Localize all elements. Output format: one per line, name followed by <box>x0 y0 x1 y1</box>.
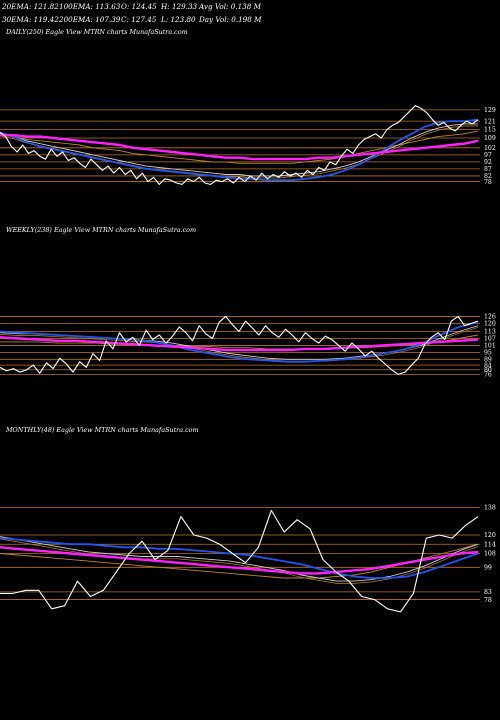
header-30ema: 30EMA: 119.42 <box>2 15 59 24</box>
monthly-20ema-line <box>0 537 479 579</box>
monthly-y-tick-label: 114 <box>484 541 496 548</box>
weekly-panel: WEEKLY(238) Eagle View MTRN charts Munaf… <box>0 226 496 379</box>
header: 20EMA: 121.82 100EMA: 113.63 O: 124.45 H… <box>1 2 262 24</box>
daily-chart-title: DAILY(250) Eagle View MTRN charts Munafa… <box>5 28 188 36</box>
weekly-y-tick-label: 101 <box>484 343 496 350</box>
daily-y-tick-label: 97 <box>484 152 492 159</box>
header-day-vol: Day Vol: 0.198 M <box>198 15 262 24</box>
daily-y-tick-label: 87 <box>484 166 492 173</box>
daily-30ema-line <box>0 123 478 177</box>
weekly-y-tick-label: 80 <box>484 367 492 374</box>
weekly-y-tick-label: 76 <box>484 372 492 379</box>
daily-y-tick-label: 129 <box>484 107 496 114</box>
monthly-y-tick-label: 83 <box>484 589 492 596</box>
weekly-200ema-line <box>0 336 479 352</box>
header-avg-vol: Avg Vol: 0.138 M <box>198 2 262 11</box>
daily-panel: DAILY(250) Eagle View MTRN charts Munafa… <box>0 28 496 186</box>
daily-200ema-line <box>0 133 479 161</box>
monthly-200ema-line <box>0 546 479 575</box>
weekly-y-tick-label: 113 <box>484 329 496 336</box>
weekly-y-tick-label: 89 <box>484 357 492 364</box>
header-open: O: 124.45 <box>121 2 157 11</box>
daily-y-tick-label: 109 <box>484 135 496 142</box>
monthly-panel: MONTHLY(48) Eagle View MTRN charts Munaf… <box>0 426 496 613</box>
chart-panels: DAILY(250) Eagle View MTRN charts Munafa… <box>0 28 496 613</box>
daily-y-tick-label: 92 <box>484 159 492 166</box>
weekly-y-tick-label: 95 <box>484 350 492 357</box>
monthly-30ema-line <box>0 536 479 582</box>
daily-20ema-line <box>0 118 479 182</box>
header-100ema: 100EMA: 113.63 <box>59 2 121 11</box>
daily-y-tick-label: 78 <box>484 179 492 186</box>
header-200ema: 200EMA: 107.39 <box>58 15 121 24</box>
header-close: C: 127.45 <box>121 15 157 24</box>
monthly-y-tick-label: 78 <box>484 597 492 604</box>
weekly-ema-band-line <box>0 327 479 362</box>
daily-y-tick-label: 115 <box>484 127 496 134</box>
monthly-y-tick-label: 138 <box>484 505 496 512</box>
daily-y-tick-label: 121 <box>484 118 496 125</box>
weekly-20ema-line <box>0 321 479 363</box>
weekly-y-tick-label: 126 <box>484 314 496 321</box>
daily-price-line <box>0 105 479 185</box>
weekly-y-tick-label: 84 <box>484 362 492 369</box>
daily-y-tick-label: 102 <box>484 145 496 152</box>
monthly-price-line <box>0 509 479 613</box>
monthly-y-tick-label: 120 <box>484 532 496 539</box>
weekly-y-tick-label: 120 <box>484 321 496 328</box>
weekly-chart-title: WEEKLY(238) Eagle View MTRN charts Munaf… <box>6 226 196 234</box>
monthly-chart-title: MONTHLY(48) Eagle View MTRN charts Munaf… <box>5 426 199 434</box>
weekly-price-line <box>0 315 479 375</box>
weekly-y-tick-label: 107 <box>484 336 496 343</box>
monthly-y-tick-label: 108 <box>484 551 496 558</box>
header-20ema: 20EMA: 121.82 <box>1 2 59 11</box>
header-high: H: 129.33 <box>160 2 198 11</box>
header-low: L: 123.80 <box>160 15 196 24</box>
monthly-y-tick-label: 99 <box>484 564 492 571</box>
daily-y-tick-label: 82 <box>484 173 492 180</box>
